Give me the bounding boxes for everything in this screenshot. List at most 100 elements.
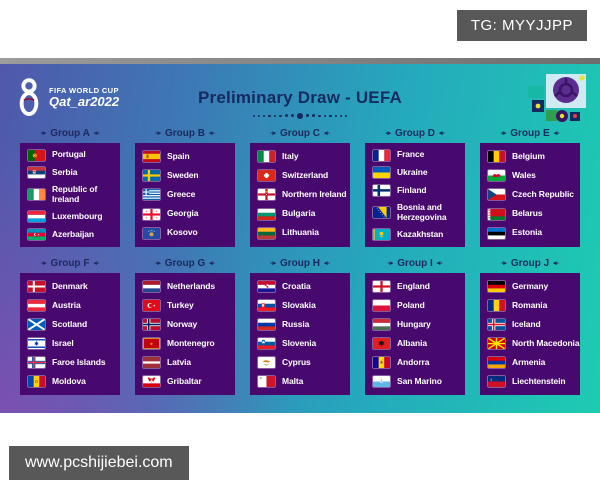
- team-row: San Marino: [373, 376, 465, 387]
- faroe-flag-icon: [28, 357, 45, 368]
- team-name: Azerbaijan: [52, 228, 94, 239]
- team-row: Wales: [488, 170, 580, 182]
- team-row: Norway: [143, 319, 235, 330]
- team-row: Czech Republic: [488, 189, 580, 201]
- kosovo-flag-icon: [143, 227, 160, 239]
- team-name: Russia: [282, 318, 310, 329]
- albania-flag-icon: [373, 338, 390, 349]
- team-row: Serbia: [28, 167, 120, 179]
- team-name: Czech Republic: [512, 189, 574, 200]
- groups-row-2: -▸ Group F ◂- Denmark Austria Scotland Israel F…: [0, 258, 600, 395]
- team-row: Poland: [373, 300, 465, 311]
- spain-flag-icon: [143, 151, 160, 163]
- team-row: Estonia: [488, 228, 580, 239]
- team-name: Spain: [167, 150, 190, 161]
- team-row: Hungary: [373, 319, 465, 330]
- slovenia-flag-icon: [258, 338, 275, 349]
- group-box: Belgium Wales Czech Republic Belarus Estonia: [480, 143, 580, 247]
- azerbaijan-flag-icon: ★: [28, 229, 45, 241]
- group-box: England Poland Hungary Albania Andorra San Ma…: [365, 273, 465, 395]
- team-name: Israel: [52, 337, 74, 348]
- team-name: Republic of Ireland: [52, 184, 98, 204]
- group-panel-e: -▸ Group E ◂- Belgium Wales Czech Republic Bel…: [480, 128, 580, 247]
- team-row: ★ Azerbaijan: [28, 228, 120, 241]
- bulgaria-flag-icon: [258, 208, 275, 220]
- arrow-right-icon: -▸: [155, 130, 161, 137]
- turkey-flag-icon: ★: [143, 300, 160, 311]
- team-row: Denmark: [28, 281, 120, 292]
- team-name: Ukraine: [397, 167, 428, 178]
- team-name: Croatia: [282, 280, 311, 291]
- england-flag-icon: [373, 281, 390, 292]
- team-name: Turkey: [167, 299, 194, 310]
- logo-text: FIFA WORLD CUP Qat_ar2022: [49, 86, 119, 109]
- group-panel-h: -▸ Group H ◂- Croatia Slovakia Russia Slovenia…: [250, 258, 350, 395]
- svg-text:♛: ♛: [490, 377, 493, 381]
- group-label: Group D: [395, 128, 435, 139]
- team-row: Lithuania: [258, 228, 350, 239]
- portugal-flag-icon: [28, 149, 45, 161]
- arrow-right-icon: -▸: [270, 130, 276, 137]
- group-header: -▸ Group E ◂-: [480, 128, 580, 139]
- team-name: Hungary: [397, 318, 431, 329]
- group-header: -▸ Group B ◂-: [135, 128, 235, 139]
- team-row: Faroe Islands: [28, 357, 120, 368]
- italy-flag-icon: [258, 151, 275, 163]
- team-name: Albania: [397, 337, 428, 348]
- group-label: Group C: [280, 128, 320, 139]
- svg-text:★: ★: [37, 234, 40, 237]
- group-header: -▸ Group F ◂-: [20, 258, 120, 269]
- team-name: Estonia: [512, 227, 543, 238]
- team-row: ♚ Montenegro: [143, 338, 235, 349]
- belgium-flag-icon: [488, 151, 505, 163]
- sweden-flag-icon: [143, 170, 160, 182]
- group-label: Group F: [50, 258, 90, 269]
- team-row: Luxembourg: [28, 211, 120, 223]
- team-name: North Macedonia: [512, 337, 580, 348]
- group-box: France Ukraine Finland Bosnia and Herzegovi…: [365, 143, 465, 247]
- team-name: Sweden: [167, 169, 199, 180]
- arrow-left-icon: ◂-: [324, 260, 330, 267]
- team-name: France: [397, 149, 425, 160]
- ukraine-flag-icon: [373, 167, 390, 179]
- serbia-flag-icon: [28, 167, 45, 179]
- arrow-right-icon: -▸: [40, 130, 47, 137]
- lithuania-flag-icon: [258, 227, 275, 239]
- team-name: Portugal: [52, 149, 86, 160]
- team-row: Israel: [28, 338, 120, 349]
- arrow-right-icon: -▸: [40, 260, 47, 267]
- group-header: -▸ Group C ◂-: [250, 128, 350, 139]
- team-name: Bosnia and Herzegovina: [397, 201, 447, 222]
- team-row: Switzerland: [258, 169, 350, 182]
- russia-flag-icon: [258, 319, 275, 330]
- arrow-right-icon: -▸: [387, 260, 394, 267]
- group-header: -▸ Group J ◂-: [480, 258, 580, 269]
- team-row: Spain: [143, 150, 235, 163]
- switzerland-flag-icon: [258, 170, 275, 182]
- team-name: Lithuania: [282, 227, 319, 238]
- group-box: Germany Romania Iceland North Macedonia Arme…: [480, 273, 580, 395]
- slovakia-flag-icon: [258, 300, 275, 311]
- team-row: Russia: [258, 319, 350, 330]
- svg-text:+: +: [155, 216, 158, 220]
- kazakhstan-flag-icon: [373, 229, 390, 241]
- team-name: Andorra: [397, 356, 430, 367]
- team-name: England: [397, 280, 430, 291]
- team-name: Slovakia: [282, 299, 316, 310]
- arrow-left-icon: ◂-: [93, 130, 100, 137]
- germany-flag-icon: [488, 281, 505, 292]
- team-name: Cyprus: [282, 356, 311, 367]
- scotland-flag-icon: [28, 319, 45, 330]
- team-name: Switzerland: [282, 169, 329, 180]
- moldova-flag-icon: [28, 376, 45, 387]
- finland-flag-icon: [373, 185, 390, 197]
- team-row: Italy: [258, 151, 350, 163]
- estonia-flag-icon: [488, 227, 505, 239]
- team-row: ♛ Liechtenstein: [488, 376, 580, 387]
- svg-text:★: ★: [153, 304, 156, 308]
- georgia-flag-icon: + + + +: [143, 208, 160, 220]
- greece-flag-icon: [143, 189, 160, 201]
- bosnia-flag-icon: [373, 207, 390, 219]
- team-row: Belgium: [488, 151, 580, 163]
- team-name: Finland: [397, 184, 427, 195]
